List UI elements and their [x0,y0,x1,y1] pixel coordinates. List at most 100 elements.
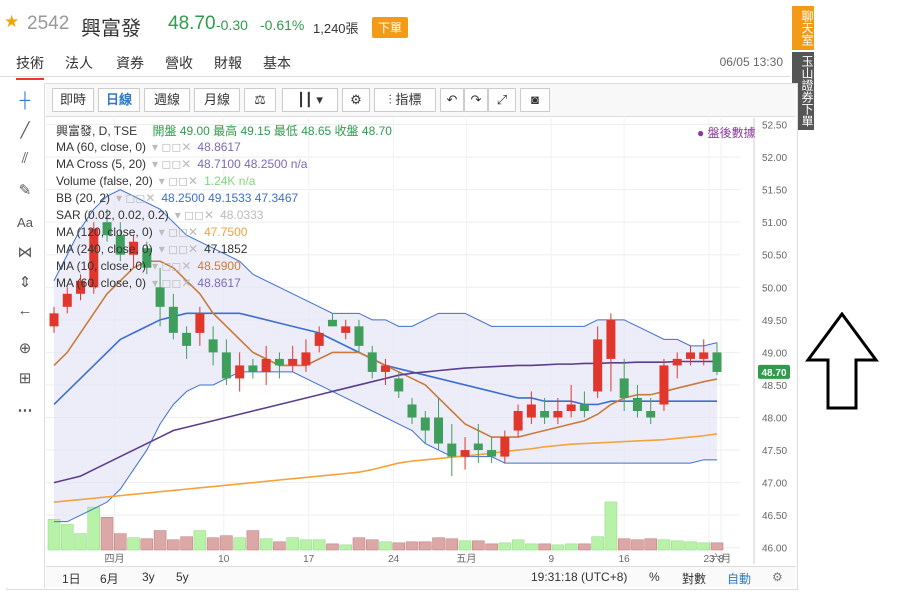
camera-icon[interactable]: ◙ [520,88,550,112]
volume-bar [511,539,525,551]
volume-bar [392,542,406,551]
x-tick-label: 16 [619,554,631,565]
price-chart[interactable]: 52.50 52.00 51.50 51.00 50.50 50.00 49.50 49.00… [46,118,796,566]
more-icon[interactable]: ⋯ [17,402,33,419]
bollinger-band-fill [54,189,717,522]
range-1d[interactable]: 1日 [62,572,81,586]
fib-icon[interactable]: ⫽ [21,150,29,167]
range-6m[interactable]: 6月 [100,572,119,586]
volume-bar [220,535,233,551]
daily-button[interactable]: 日線 [98,88,140,112]
log-toggle[interactable]: 對數 [682,572,707,586]
tab-revenue[interactable]: 營收 [165,55,193,71]
volume-bar [193,530,207,551]
candle-body [500,437,510,457]
volume-bar [697,542,710,551]
pattern-icon[interactable]: ⋈ [17,244,33,261]
volume-bar [472,540,485,551]
trendline-icon[interactable]: ╱ [20,122,30,139]
candle-body [142,248,152,268]
legend-row-controls-icon[interactable]: ▾ ◻◻✕ [158,174,199,188]
tab-technical[interactable]: 技術 [16,53,44,80]
percent-toggle[interactable]: % [649,570,660,584]
weekly-button[interactable]: 週線 [144,88,190,112]
candle-body [447,443,457,457]
volume-bar [379,541,392,551]
volume-bar [326,543,339,551]
legend-row-controls-icon[interactable]: ▾ ◻◻✕ [152,140,192,154]
legend-row: MA Cross (5, 20) ▾ ◻◻✕ 48.7100 48.2500 n/a [56,157,307,171]
stock-code: 2542 [27,13,70,34]
fullscreen-icon[interactable]: ⤢ [488,88,516,112]
chat-room-button[interactable]: 聊天室 [792,6,814,50]
candle-body [579,404,589,411]
chart-toolbar: 即時 日線 週線 月線 ⚖ ┃┃ ▾ ⚙ ⫶ 指標 ↶ ↷ ⤢ ◙ [46,84,796,117]
tab-basic[interactable]: 基本 [263,55,291,71]
volume-bar [246,530,260,551]
favorite-star-icon[interactable]: ★ [4,12,20,31]
legend-row-label: MA (240, close, 0) [56,242,153,256]
volume-bar [564,543,578,551]
candle-body [420,417,430,431]
monthly-button[interactable]: 月線 [194,88,240,112]
price-change: -0.30 [216,17,248,33]
x-tick-label: 8 [718,554,724,565]
x-tick-label: 23 [703,554,715,565]
volume-bar [61,524,74,551]
legend-row-value: 47.7500 [204,225,248,239]
auto-toggle[interactable]: 自動 [727,572,752,586]
candle-body [314,332,324,346]
compare-icon[interactable]: ⚖ [244,88,276,112]
candle-body [434,417,444,444]
brush-icon[interactable]: ✎ [18,182,32,199]
tab-margin[interactable]: 資券 [116,55,144,71]
legend-row-controls-icon[interactable]: ▾ ◻◻✕ [174,208,215,222]
legend-row-controls-icon[interactable]: ▾ ◻◻✕ [158,225,199,239]
candle-body [566,404,576,411]
legend-row-value: 48.7100 48.2500 n/a [197,157,308,171]
tab-institutional[interactable]: 法人 [65,55,93,71]
legend-row-value: 48.8617 [197,140,241,154]
indicators-button[interactable]: ⫶ 指標 [374,88,436,112]
legend-symbol: 興富發, D, TSE [56,124,138,138]
candle-body [235,365,245,379]
legend-row-controls-icon[interactable]: ▾ ◻◻✕ [152,259,192,273]
stock-header: ★ 2542 興富發 48.70 -0.30 -0.61% 1,240張 下單 [0,0,790,46]
nav-datetime: 06/05 13:30 [719,55,783,69]
zoom-icon[interactable]: ⊕ [18,340,32,357]
volume-bar [485,543,498,551]
arrow-left-icon[interactable]: ← [17,302,33,319]
volume-bar [432,537,445,551]
measure-icon[interactable]: ⇕ [18,274,32,291]
legend-row-controls-icon[interactable]: ▾ ◻◻✕ [116,191,156,205]
redo-icon[interactable]: ↷ [464,88,488,112]
volume-bar [233,537,246,551]
candle-body [367,352,377,372]
y-tick-label: 50.00 [762,283,787,294]
legend-row-controls-icon[interactable]: ▾ ◻◻✕ [158,242,199,256]
order-button[interactable]: 下單 [372,17,409,38]
legend-row-value: 48.5900 [197,259,241,273]
text-tool-icon[interactable]: Aa [17,215,33,230]
crosshair-icon[interactable]: ┼ [19,92,31,109]
tab-financials[interactable]: 財報 [214,55,242,71]
bottom-settings-icon[interactable]: ⚙ [772,570,783,584]
y-tick-label: 49.00 [762,348,787,359]
settings-gear-icon[interactable]: ⚙ [342,88,370,112]
range-3y[interactable]: 3y [142,570,155,584]
range-5y[interactable]: 5y [176,570,189,584]
candle-body [646,410,656,418]
volume-bar [100,517,114,551]
legend-row-label: MA (60, close, 0) [56,276,147,290]
volume-bar [273,541,286,551]
legend-row-label: MA (60, close, 0) [56,140,147,154]
undo-icon[interactable]: ↶ [440,88,464,112]
volume-bar [153,530,167,551]
legend-row-controls-icon[interactable]: ▾ ◻◻✕ [152,157,192,171]
ruler-icon[interactable]: ⊞ [18,370,32,387]
realtime-button[interactable]: 即時 [52,88,94,112]
after-hours-label[interactable]: ● 盤後數據 [697,126,756,140]
candle-body [354,326,364,346]
candle-type-icon[interactable]: ┃┃ ▾ [282,88,338,112]
legend-row-controls-icon[interactable]: ▾ ◻◻✕ [152,276,192,290]
